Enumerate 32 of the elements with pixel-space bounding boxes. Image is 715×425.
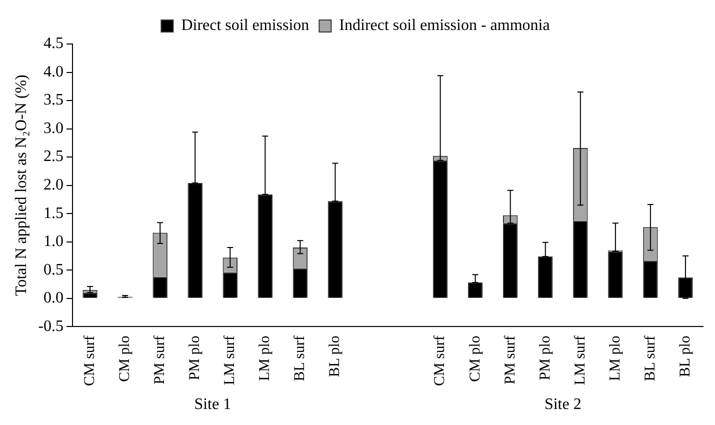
y-axis-title: Total N applied lost as N₂O-N (%) (12, 74, 30, 296)
x-tick-label: PM plo (537, 336, 554, 380)
x-tick-label: CM surf (432, 336, 448, 386)
x-tick-label: PM surf (152, 336, 168, 384)
x-tick-label: LM plo (257, 336, 274, 381)
y-tick-label: 3.5 (44, 92, 64, 109)
x-tick-label: PM surf (502, 336, 518, 384)
y-tick-label: 2.5 (44, 148, 64, 166)
x-tick-label: LM surf (572, 336, 588, 386)
x-tick-label: CM plo (467, 336, 484, 382)
text: Site 1 (194, 396, 232, 414)
y-tick-label: 3.0 (44, 120, 64, 137)
text: Site 2 (544, 396, 582, 414)
x-tick-label: CM plo (117, 336, 134, 382)
y-tick-label: 2.0 (44, 176, 64, 194)
x-tick-label: LM plo (607, 336, 624, 381)
y-tick-label: -0.5 (38, 318, 64, 335)
x-tick-label: BL surf (292, 336, 308, 382)
x-tick-label: BL plo (327, 336, 344, 378)
legend-label: Direct soil emission (181, 17, 310, 34)
y-tick-label: 1.0 (44, 233, 64, 250)
x-tick-label: BL plo (677, 336, 694, 378)
y-tick-label: 0.5 (44, 261, 64, 278)
x-tick-label: LM surf (222, 336, 238, 386)
y-tick-label: 4.5 (44, 35, 64, 52)
y-tick-label: 4.0 (44, 63, 64, 80)
x-tick-label: CM surf (82, 336, 98, 386)
y-tick-label: 0.0 (44, 290, 64, 307)
legend-label: Indirect soil emission - ammonia (339, 17, 550, 34)
x-tick-label: BL surf (642, 336, 658, 382)
x-tick-label: PM plo (187, 336, 204, 380)
y-tick-label: 1.5 (44, 204, 64, 222)
